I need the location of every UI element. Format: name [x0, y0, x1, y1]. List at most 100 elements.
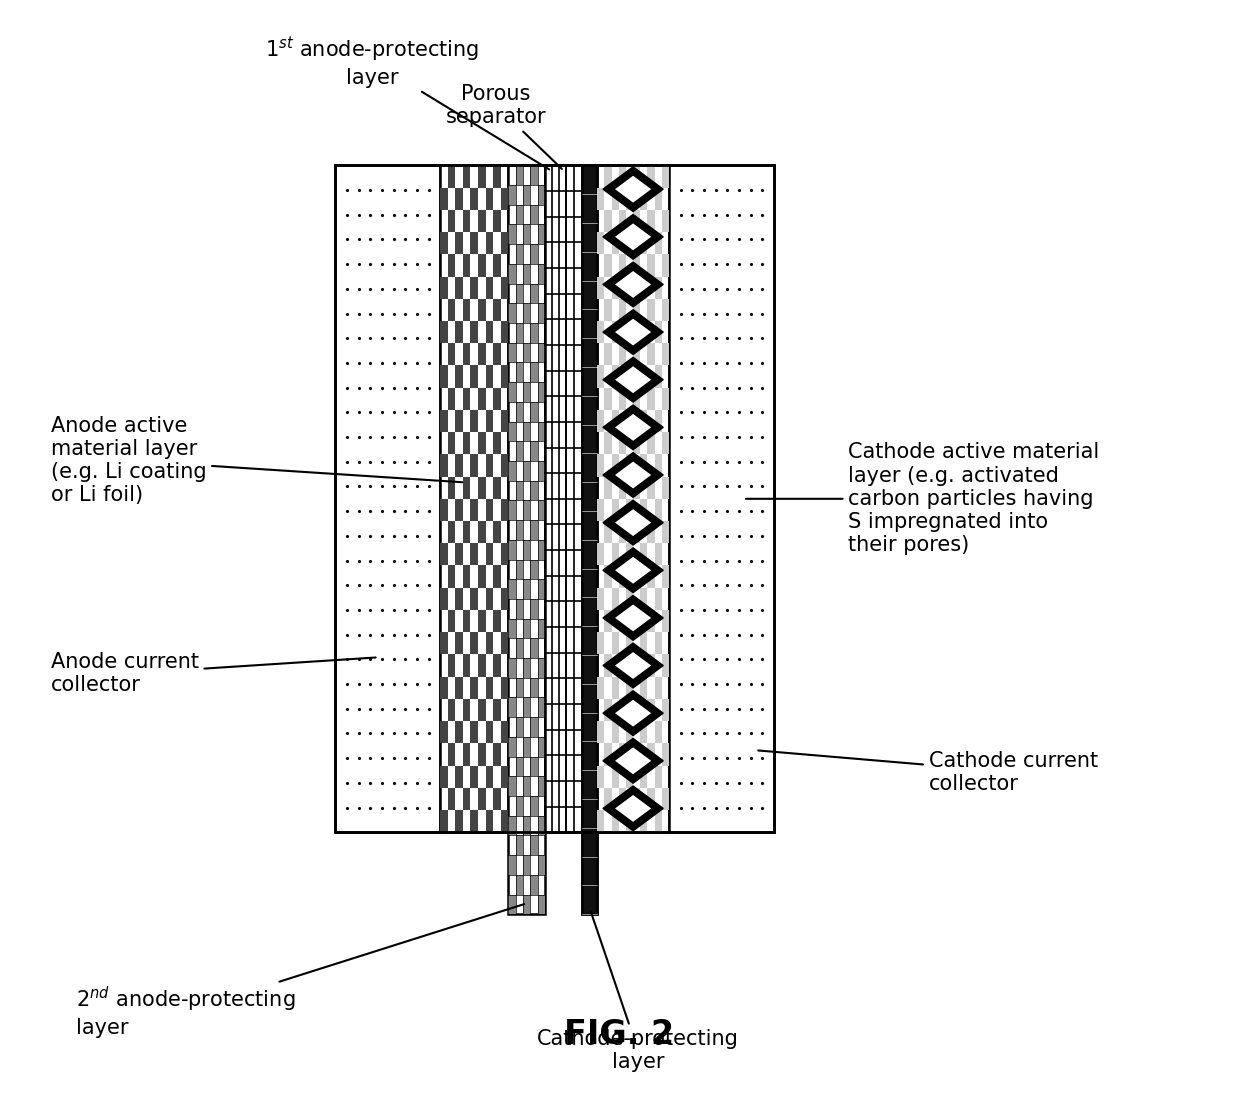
Bar: [486, 410, 493, 432]
Bar: [654, 410, 662, 432]
Bar: [523, 422, 530, 442]
Bar: [456, 410, 463, 432]
Bar: [597, 676, 605, 699]
Bar: [440, 587, 447, 610]
Bar: [538, 461, 545, 481]
Bar: [493, 388, 501, 410]
Bar: [618, 343, 626, 365]
Bar: [515, 244, 523, 264]
Bar: [515, 521, 523, 540]
Bar: [456, 810, 463, 832]
Bar: [471, 765, 478, 788]
Bar: [478, 610, 486, 632]
Bar: [493, 610, 501, 632]
Bar: [654, 187, 662, 209]
Bar: [440, 721, 447, 743]
Bar: [605, 343, 612, 365]
Bar: [538, 343, 545, 363]
Bar: [597, 810, 605, 832]
Bar: [605, 788, 612, 810]
Bar: [597, 365, 605, 388]
Bar: [626, 632, 633, 654]
Bar: [626, 676, 633, 699]
Bar: [648, 521, 654, 544]
Bar: [612, 321, 618, 343]
Bar: [633, 610, 641, 632]
Bar: [508, 579, 515, 598]
Polygon shape: [615, 795, 652, 822]
Bar: [538, 185, 545, 205]
Bar: [654, 232, 662, 254]
Bar: [515, 205, 523, 225]
Bar: [456, 321, 463, 343]
Bar: [471, 232, 478, 254]
Bar: [486, 544, 493, 566]
Bar: [538, 855, 545, 875]
Polygon shape: [603, 404, 663, 449]
Bar: [523, 737, 530, 756]
Bar: [662, 343, 669, 365]
Bar: [523, 658, 530, 677]
Bar: [626, 587, 633, 610]
Bar: [471, 632, 478, 654]
Bar: [501, 765, 508, 788]
Bar: [515, 481, 523, 501]
Bar: [515, 363, 523, 383]
Bar: [641, 455, 648, 477]
Bar: [605, 521, 612, 544]
Bar: [612, 187, 618, 209]
Bar: [626, 544, 633, 566]
Bar: [530, 442, 538, 461]
Bar: [440, 365, 447, 388]
Bar: [626, 765, 633, 788]
Bar: [456, 544, 463, 566]
Bar: [463, 432, 471, 455]
Bar: [515, 559, 523, 579]
Bar: [508, 540, 515, 559]
Bar: [662, 566, 669, 587]
Polygon shape: [603, 739, 663, 784]
Bar: [605, 388, 612, 410]
Bar: [508, 165, 545, 914]
Bar: [440, 410, 447, 432]
Bar: [501, 276, 508, 299]
Bar: [336, 165, 440, 832]
Bar: [648, 165, 654, 187]
Bar: [515, 875, 523, 894]
Bar: [471, 810, 478, 832]
Polygon shape: [615, 319, 652, 345]
Bar: [508, 225, 515, 244]
Polygon shape: [603, 310, 663, 354]
Bar: [471, 410, 478, 432]
Bar: [501, 499, 508, 521]
Bar: [538, 894, 545, 914]
Bar: [463, 343, 471, 365]
Bar: [478, 254, 486, 276]
Polygon shape: [603, 690, 663, 735]
Bar: [662, 477, 669, 499]
Polygon shape: [615, 699, 652, 727]
Bar: [523, 185, 530, 205]
Polygon shape: [603, 786, 663, 831]
Bar: [478, 432, 486, 455]
Bar: [463, 521, 471, 544]
Bar: [463, 388, 471, 410]
Bar: [463, 699, 471, 721]
Bar: [654, 544, 662, 566]
Bar: [447, 209, 456, 232]
Bar: [463, 654, 471, 676]
Bar: [463, 566, 471, 587]
Bar: [605, 209, 612, 232]
Bar: [530, 796, 538, 815]
Bar: [501, 321, 508, 343]
Bar: [508, 185, 515, 205]
Bar: [597, 276, 605, 299]
Bar: [508, 618, 515, 638]
Bar: [523, 855, 530, 875]
Polygon shape: [603, 500, 663, 545]
Polygon shape: [615, 652, 652, 678]
Bar: [440, 544, 447, 566]
Bar: [612, 455, 618, 477]
Bar: [648, 432, 654, 455]
Bar: [654, 321, 662, 343]
